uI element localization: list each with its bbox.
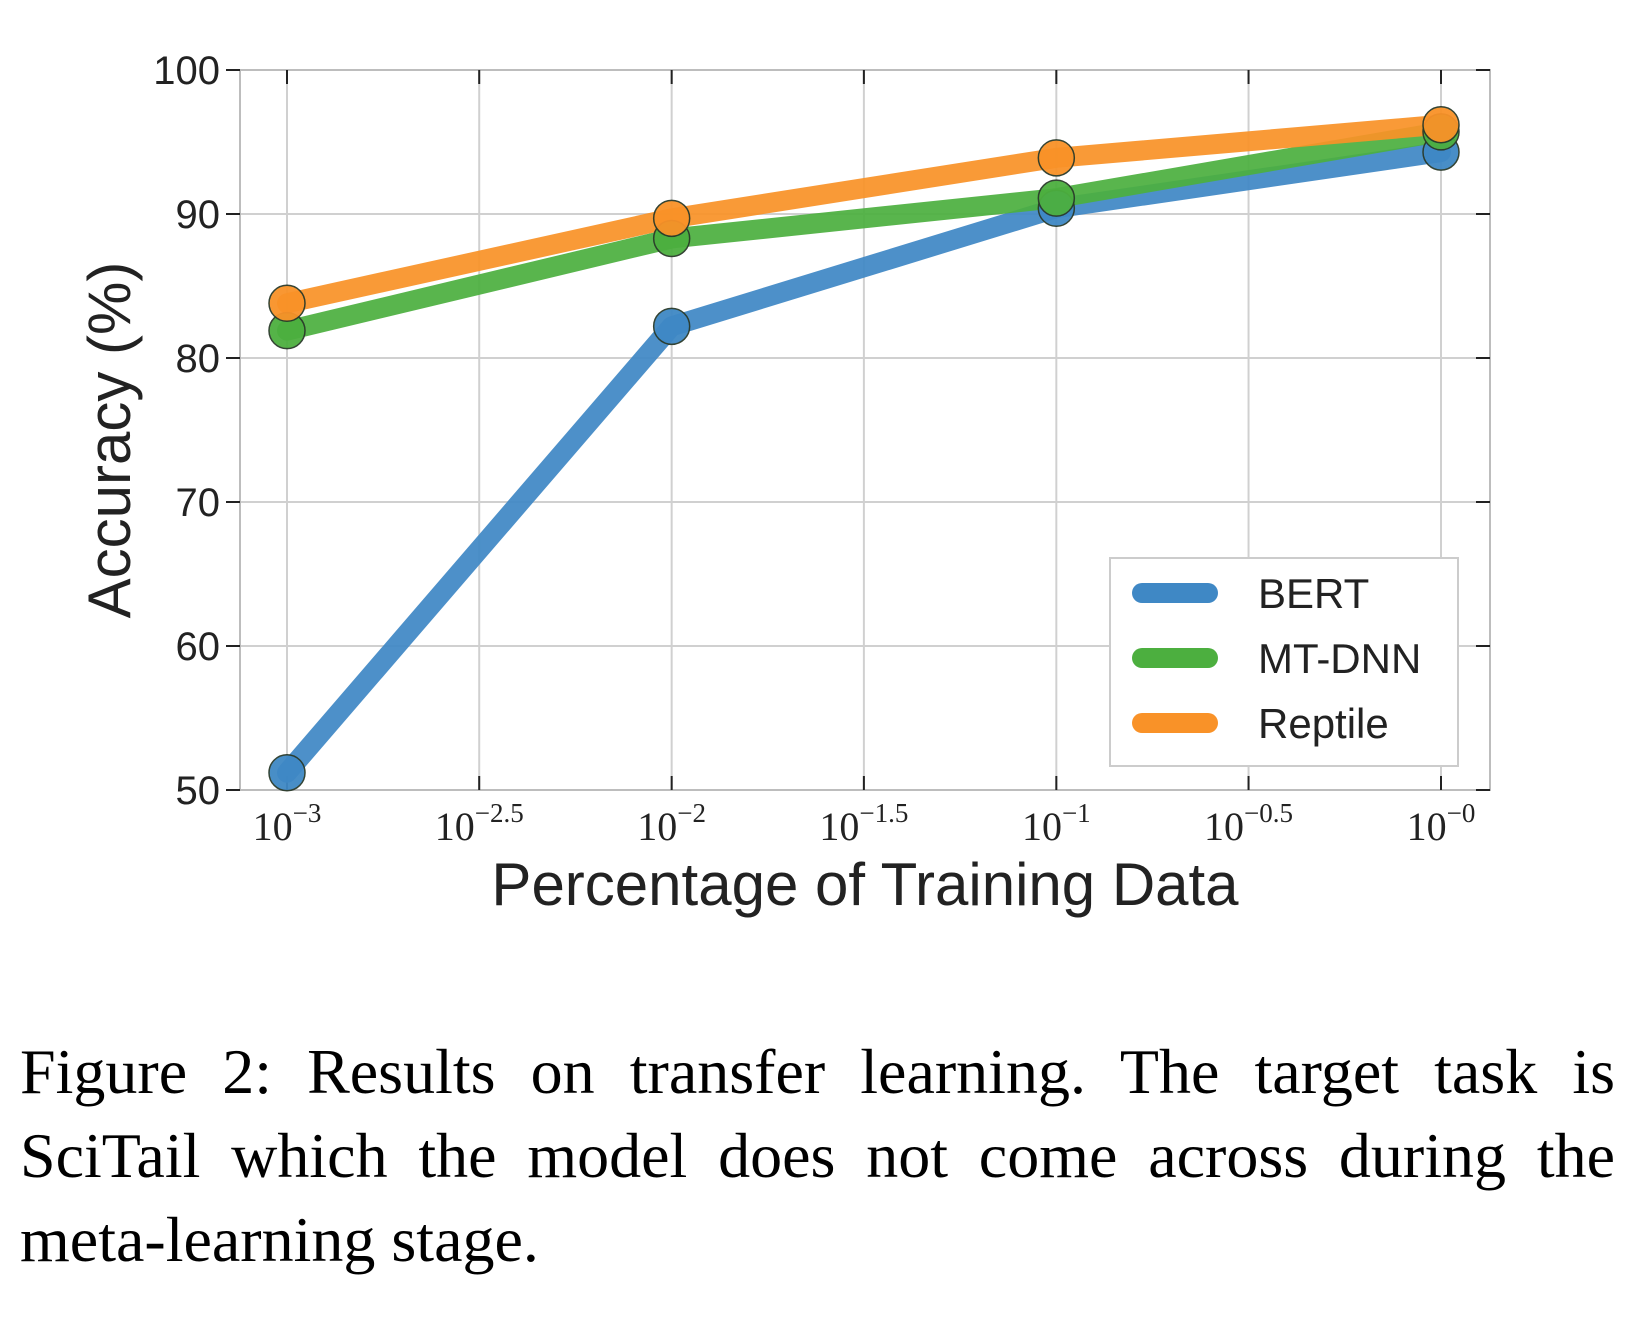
x-tick-base: 10 bbox=[1407, 804, 1447, 849]
y-tick-label: 50 bbox=[176, 769, 221, 813]
x-tick-exponent: −0 bbox=[1447, 798, 1476, 828]
legend-label-bert: BERT bbox=[1258, 570, 1369, 617]
x-tick-exponent: −1 bbox=[1062, 798, 1091, 828]
x-tick-exponent: −1.5 bbox=[859, 798, 908, 828]
y-tick-label: 90 bbox=[176, 193, 221, 237]
x-tick-label: 10−1.5 bbox=[819, 798, 908, 849]
y-tick-label: 100 bbox=[153, 49, 220, 93]
x-tick-label: 10−0 bbox=[1407, 798, 1476, 849]
legend-label-reptile: Reptile bbox=[1258, 700, 1389, 747]
y-tick-label: 70 bbox=[176, 481, 221, 525]
x-tick-base: 10 bbox=[435, 804, 475, 849]
series-line-reptile bbox=[277, 114, 1451, 314]
data-point-bert bbox=[652, 307, 691, 346]
series-line-mt-dnn bbox=[277, 121, 1451, 341]
series bbox=[268, 105, 1460, 792]
x-axis-title: Percentage of Training Data bbox=[491, 851, 1239, 918]
x-tick-exponent: −0.5 bbox=[1244, 798, 1293, 828]
data-point-reptile bbox=[268, 284, 306, 323]
data-point-mt-dnn bbox=[1037, 179, 1076, 217]
x-tick-label: 10−2.5 bbox=[435, 798, 524, 849]
x-tick-exponent: −3 bbox=[293, 798, 322, 828]
x-tick-label: 10−0.5 bbox=[1204, 798, 1293, 849]
x-tick-exponent: −2 bbox=[677, 798, 706, 828]
data-point-reptile bbox=[652, 199, 691, 238]
legend-label-mt-dnn: MT-DNN bbox=[1258, 635, 1421, 682]
x-tick-base: 10 bbox=[253, 804, 293, 849]
y-axis-title: Accuracy (%) bbox=[76, 262, 143, 619]
series-line-bert bbox=[277, 142, 1451, 783]
figure-caption: Figure 2: Results on transfer learning. … bbox=[20, 1036, 1615, 1275]
x-tick-base: 10 bbox=[819, 804, 859, 849]
data-point-bert bbox=[268, 753, 306, 792]
x-tick-base: 10 bbox=[1022, 804, 1062, 849]
data-point-reptile bbox=[1422, 105, 1460, 144]
x-tick-exponent: −2.5 bbox=[475, 798, 524, 828]
plot-frame bbox=[239, 69, 1491, 791]
x-tick-label: 10−2 bbox=[637, 798, 706, 849]
y-tick-label: 60 bbox=[176, 625, 221, 669]
x-tick-base: 10 bbox=[637, 804, 677, 849]
x-tick-label: 10−3 bbox=[253, 798, 322, 849]
legend: BERT MT-DNN Reptile bbox=[1109, 557, 1459, 767]
data-point-reptile bbox=[1037, 139, 1076, 177]
y-tick-label: 80 bbox=[176, 337, 221, 381]
x-tick-label: 10−1 bbox=[1022, 798, 1091, 849]
x-tick-base: 10 bbox=[1204, 804, 1244, 849]
